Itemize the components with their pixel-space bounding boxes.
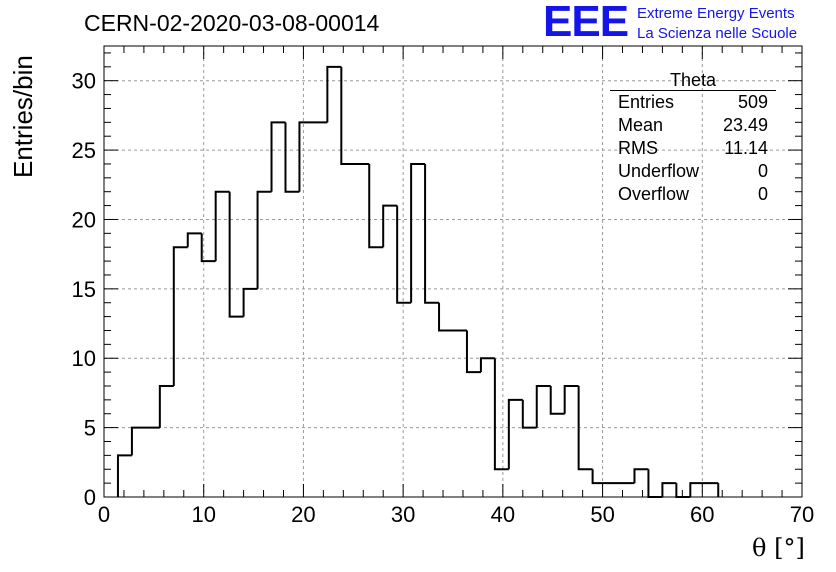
histogram-bin — [186, 232, 202, 248]
histogram-bin — [382, 204, 398, 248]
stats-value: 11.14 — [724, 138, 768, 158]
stats-label: Mean — [618, 115, 664, 135]
x-axis-label: θ [°] — [752, 534, 805, 562]
histogram-bin — [661, 482, 677, 497]
stats-label: Overflow — [618, 184, 690, 204]
histogram-bin — [633, 468, 649, 484]
stats-row: Entries 509 — [610, 91, 776, 114]
stats-value: 509 — [737, 92, 768, 112]
histogram-bin — [158, 384, 174, 428]
logo-caption: Extreme Energy Events La Scienza nelle S… — [637, 4, 797, 44]
eee-logo: EEE — [543, 0, 629, 46]
histogram-bin — [507, 398, 523, 470]
stats-label: Underflow — [618, 161, 700, 181]
histogram-bin — [535, 384, 551, 428]
histogram-bin — [116, 454, 132, 497]
histogram-bin — [228, 191, 244, 318]
histogram-bin — [172, 246, 188, 386]
y-axis-label: Entries/bin — [8, 55, 38, 178]
x-tick-label: 60 — [690, 502, 714, 527]
y-tick-label: 0 — [84, 485, 96, 510]
histogram-bin — [242, 287, 258, 317]
histogram-bin — [340, 66, 370, 165]
histogram-bin — [675, 483, 691, 498]
x-tick-label: 70 — [790, 502, 814, 527]
histogram-bin — [200, 233, 216, 263]
stats-title: Theta — [610, 70, 776, 91]
plot-frame — [103, 45, 803, 498]
histogram-bin — [396, 205, 412, 304]
histogram-bin — [591, 469, 635, 485]
stats-row: Underflow 0 — [610, 160, 776, 183]
x-tick-label: 20 — [291, 502, 315, 527]
histogram-bin — [577, 385, 593, 471]
histogram-bin — [410, 162, 426, 303]
stats-row: Mean 23.49 — [610, 114, 776, 137]
stats-box: Theta Entries 509 Mean 23.49 RMS 11.14 Unde… — [610, 70, 776, 206]
histogram-bin — [549, 385, 565, 415]
x-tick-label: 40 — [491, 502, 515, 527]
y-tick-label: 10 — [72, 346, 96, 371]
histogram-bin — [256, 190, 272, 289]
y-tick-label: 20 — [72, 207, 96, 232]
stats-label: RMS — [618, 138, 658, 158]
y-tick-label: 25 — [72, 138, 96, 163]
histogram-bin — [368, 163, 384, 249]
histogram-bin — [284, 122, 300, 193]
histogram-bin — [424, 163, 440, 304]
y-tick-label: 15 — [72, 277, 96, 302]
x-tick-label: 10 — [191, 502, 215, 527]
histogram-bin — [563, 384, 579, 414]
y-tick-label: 5 — [84, 416, 96, 441]
y-tick-label: 30 — [72, 69, 96, 94]
run-title: CERN-02-2020-03-08-00014 — [84, 10, 380, 36]
histogram-bin — [214, 190, 230, 262]
histogram-bin — [647, 469, 663, 498]
stats-value: 0 — [757, 184, 768, 204]
histogram-bin — [689, 482, 719, 497]
x-tick-label: 50 — [590, 502, 614, 527]
stats-row: Overflow 0 — [610, 183, 776, 206]
histogram-bin — [493, 358, 509, 471]
histogram-bin — [298, 121, 328, 192]
stats-row: RMS 11.14 — [610, 137, 776, 160]
histogram-bin — [465, 330, 481, 374]
histogram-bin — [130, 426, 160, 456]
histogram-bin — [521, 399, 537, 429]
histogram-bin — [270, 121, 286, 192]
stats-label: Entries — [618, 92, 675, 112]
stats-value: 0 — [757, 161, 768, 181]
histogram-bin — [479, 357, 495, 373]
histogram-bin — [438, 302, 467, 332]
histogram-bin — [326, 65, 342, 123]
stats-value: 23.49 — [722, 115, 768, 135]
x-tick-label: 0 — [98, 502, 110, 527]
logo-caption-line2: La Scienza nelle Scuole — [637, 25, 798, 42]
logo-caption-line1: Extreme Energy Events — [637, 5, 795, 22]
x-tick-label: 30 — [391, 502, 415, 527]
